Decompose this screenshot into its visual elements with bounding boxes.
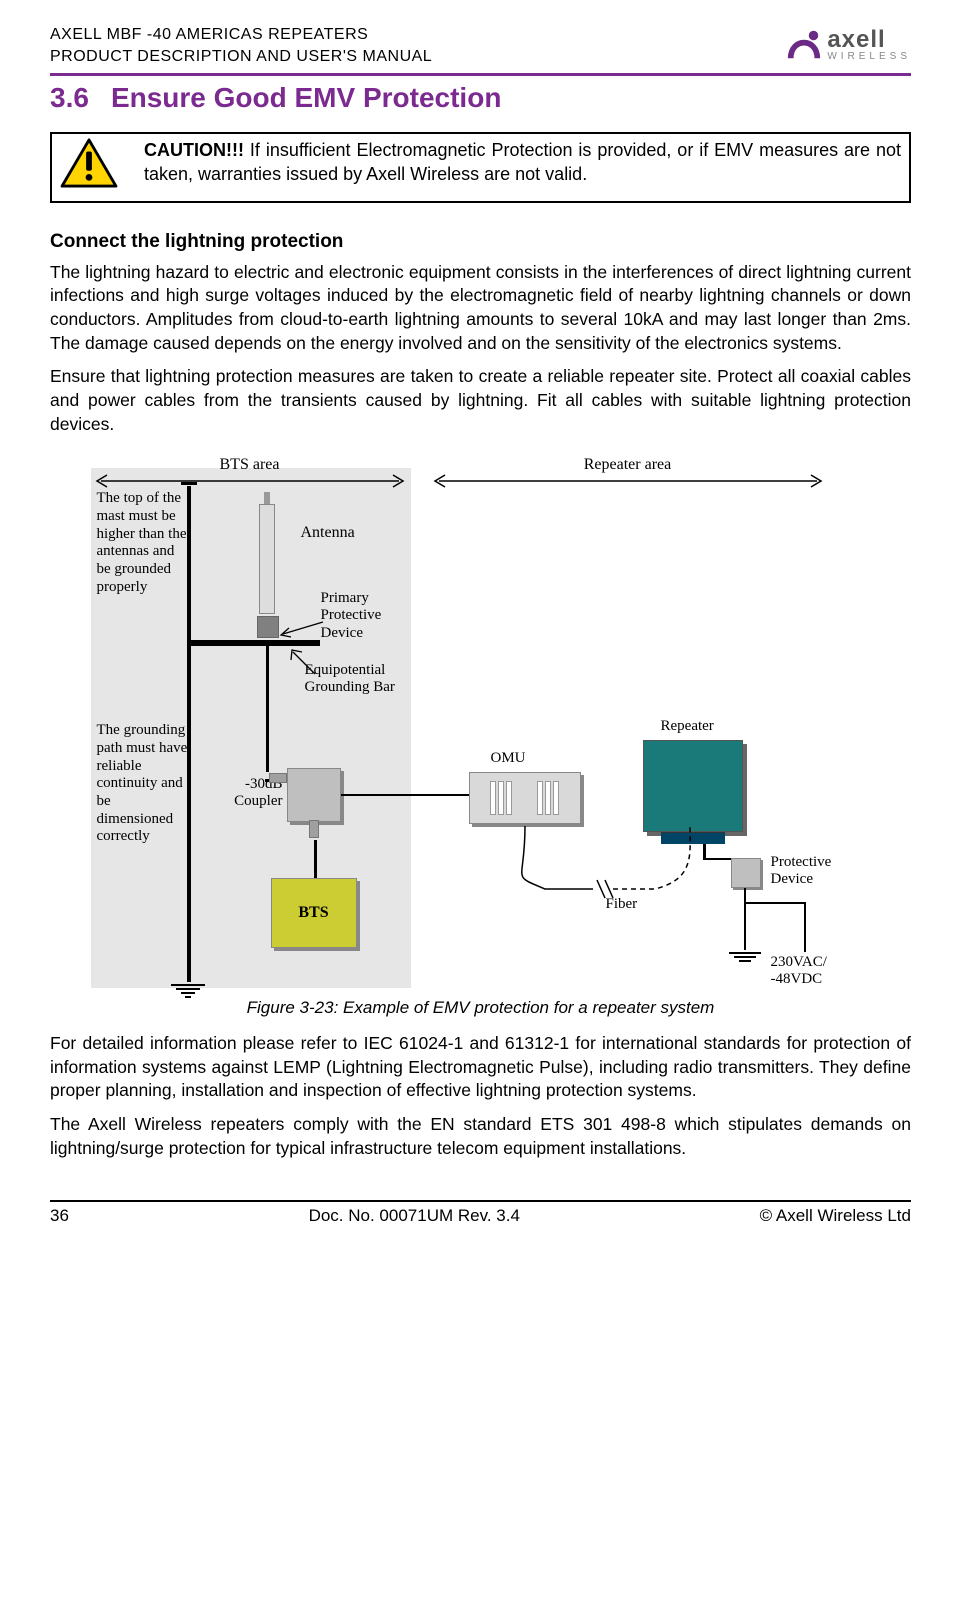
protective-ground-v: [744, 888, 746, 950]
omu-slot: [537, 781, 543, 815]
fiber-label: Fiber: [606, 896, 638, 913]
feed-down: [266, 646, 269, 772]
omu-slot-group-right: [537, 781, 559, 815]
coupler-connector-left: [269, 773, 287, 783]
sub-heading: Connect the lightning protection: [50, 231, 911, 253]
omu-slot: [545, 781, 551, 815]
bts-box: BTS: [271, 878, 357, 948]
repeater-label: Repeater: [661, 718, 714, 735]
paragraph-1: The lightning hazard to electric and ele…: [50, 261, 911, 356]
repeater-box: [643, 740, 743, 832]
protective-ground-icon: [729, 950, 761, 964]
note-top: The top of the mast must be higher than …: [97, 490, 189, 596]
protective-power-v: [804, 902, 806, 952]
footer-doc: Doc. No. 00071UM Rev. 3.4: [309, 1206, 520, 1226]
logo-sub: WIRELESS: [827, 52, 911, 62]
warning-icon: [60, 138, 122, 193]
caution-box: CAUTION!!! If insufficient Electromagnet…: [50, 132, 911, 203]
repeater-area-label: Repeater area: [584, 456, 671, 474]
header-line2: PRODUCT DESCRIPTION AND USER'S MANUAL: [50, 46, 432, 68]
section-title: Ensure Good EMV Protection: [111, 82, 501, 113]
caution-prefix: CAUTION!!!: [144, 140, 244, 160]
omu-slot: [498, 781, 504, 815]
omu-label: OMU: [491, 750, 526, 767]
paragraph-2: Ensure that lightning protection measure…: [50, 365, 911, 436]
coupler-box: [287, 768, 341, 822]
note-bottom: The grounding path must have reliable co…: [97, 722, 189, 846]
section-number: 3.6: [50, 82, 89, 113]
logo-brand: axell: [827, 28, 911, 52]
paragraph-4: The Axell Wireless repeaters comply with…: [50, 1113, 911, 1160]
bts-label: BTS: [298, 904, 328, 922]
coupler-connector-bottom: [309, 820, 319, 838]
coupler-to-omu-line: [341, 794, 469, 796]
omu-slot: [553, 781, 559, 815]
header-line1: AXELL MBF -40 AMERICAS REPEATERS: [50, 24, 432, 46]
equipotential-bar: [190, 640, 320, 646]
omu-slot: [490, 781, 496, 815]
header-text: AXELL MBF -40 AMERICAS REPEATERS PRODUCT…: [50, 24, 432, 69]
logo-mark-icon: [785, 26, 823, 64]
vac-label: 230VAC/ -48VDC: [771, 954, 827, 987]
coupler-body: [287, 768, 341, 822]
protective-power-h: [744, 902, 806, 904]
primary-protective-device: [257, 616, 279, 638]
footer-copyright: © Axell Wireless Ltd: [760, 1206, 911, 1226]
omu-slot: [506, 781, 512, 815]
page: AXELL MBF -40 AMERICAS REPEATERS PRODUCT…: [0, 0, 961, 1256]
omu-box: [469, 772, 581, 824]
protective-device-label: Protective Device: [771, 854, 832, 889]
mast-top: [181, 482, 197, 485]
bts-area-label: BTS area: [220, 456, 280, 474]
section-heading: 3.6 Ensure Good EMV Protection: [50, 82, 911, 114]
bts-area-arrow: BTS area: [95, 474, 405, 490]
primary-arrow: [279, 620, 325, 638]
figure-diagram: BTS area Repeater area The top of the ma…: [91, 454, 871, 994]
coupler-to-bts-line: [314, 840, 317, 880]
antenna-body: [259, 504, 275, 614]
page-header: AXELL MBF -40 AMERICAS REPEATERS PRODUCT…: [50, 24, 911, 76]
caution-body: If insufficient Electromagnetic Protecti…: [144, 140, 901, 184]
protective-device-box: [731, 858, 761, 888]
caution-text: CAUTION!!! If insufficient Electromagnet…: [144, 138, 901, 187]
antenna-label: Antenna: [301, 524, 355, 542]
mast-ground-stem: [187, 954, 190, 982]
footer-page: 36: [50, 1206, 69, 1226]
logo-text: axell WIRELESS: [827, 28, 911, 62]
equipot-label: Equipotential Grounding Bar: [305, 662, 395, 697]
primary-label: Primary Protective Device: [321, 590, 382, 642]
ground-icon: [171, 982, 205, 1000]
figure-caption: Figure 3-23: Example of EMV protection f…: [50, 998, 911, 1018]
repeater-to-protective-h: [703, 858, 733, 860]
logo: axell WIRELESS: [785, 24, 911, 64]
paragraph-3: For detailed information please refer to…: [50, 1032, 911, 1103]
page-footer: 36 Doc. No. 00071UM Rev. 3.4 © Axell Wir…: [50, 1200, 911, 1226]
repeater-area-arrow: Repeater area: [433, 474, 823, 490]
omu-slot-group-left: [490, 781, 512, 815]
